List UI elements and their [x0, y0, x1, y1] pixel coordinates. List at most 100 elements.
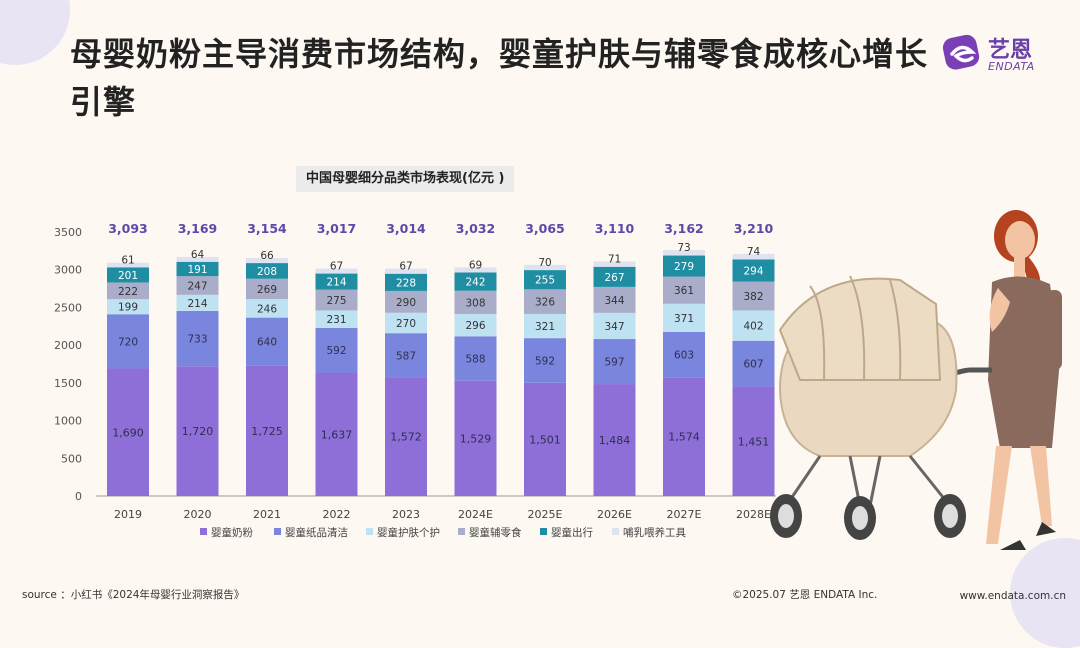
data-label: 74 — [747, 246, 761, 258]
bar-segment — [246, 263, 288, 279]
total-label: 3,110 — [595, 221, 635, 236]
data-label: 1,725 — [251, 425, 283, 438]
total-label: 3,032 — [456, 221, 496, 236]
data-label: 267 — [604, 272, 624, 284]
data-label: 321 — [535, 321, 555, 333]
data-label: 720 — [118, 336, 138, 348]
data-label: 1,574 — [668, 431, 700, 444]
mother-with-stroller-illustration — [770, 210, 1062, 550]
data-label: 279 — [674, 261, 694, 273]
bar-segment — [593, 339, 636, 385]
bar-segment — [524, 270, 566, 290]
data-label: 1,451 — [738, 435, 770, 448]
endata-logo-icon — [942, 34, 980, 70]
data-label: 70 — [538, 257, 551, 269]
data-label: 191 — [187, 264, 207, 276]
data-label: 228 — [396, 277, 416, 289]
data-label: 382 — [743, 291, 763, 303]
legend-label: 婴童辅零食 — [469, 526, 522, 539]
bar-segment — [246, 317, 288, 366]
data-label: 1,720 — [182, 425, 214, 438]
bar-segment — [176, 294, 219, 311]
legend-swatch — [458, 528, 465, 535]
bar-segment — [732, 340, 775, 387]
data-label: 597 — [604, 357, 624, 369]
bar-segment — [176, 366, 219, 496]
endata-logo: 艺恩 ENDATA — [940, 30, 1060, 78]
x-tick-label: 2027E — [667, 508, 702, 521]
logo-text-en: ENDATA — [988, 60, 1035, 73]
bar-segment — [454, 267, 497, 273]
bar-segment — [524, 338, 566, 383]
data-label: 208 — [257, 266, 277, 278]
data-label: 326 — [535, 297, 555, 309]
data-label: 222 — [118, 286, 138, 298]
data-label: 67 — [330, 261, 343, 273]
total-label: 3,210 — [734, 221, 774, 236]
legend-label: 婴童奶粉 — [211, 526, 253, 539]
data-label: 270 — [396, 318, 416, 330]
data-label: 67 — [399, 261, 412, 273]
bar-segment — [176, 256, 219, 262]
bar-segment — [732, 310, 775, 341]
legend-swatch — [540, 528, 547, 535]
data-label: 71 — [608, 253, 621, 265]
data-label: 603 — [674, 350, 694, 362]
bar-segment — [663, 377, 705, 496]
bar-segment — [107, 368, 149, 496]
data-label: 592 — [326, 345, 346, 357]
data-label: 308 — [465, 297, 485, 309]
decorative-circle-top-left — [0, 0, 70, 65]
data-label: 214 — [187, 298, 207, 310]
data-label: 344 — [604, 295, 624, 307]
legend-label: 婴童纸品清洁 — [285, 526, 348, 539]
data-label: 402 — [743, 321, 763, 333]
bar-segment — [107, 314, 149, 369]
logo-text-cn: 艺恩 — [988, 38, 1033, 63]
x-tick-label: 2019 — [114, 508, 142, 521]
total-label: 3,093 — [108, 221, 148, 236]
data-label: 69 — [469, 259, 482, 271]
bar-segment — [315, 310, 358, 328]
y-tick-label: 2500 — [54, 301, 82, 314]
bar-segment — [385, 290, 427, 313]
data-label: 201 — [118, 270, 138, 282]
total-label: 3,065 — [525, 221, 565, 236]
data-label: 61 — [121, 255, 134, 267]
x-tick-label: 2026E — [597, 508, 632, 521]
bar-segment — [385, 273, 427, 291]
bar-segment — [524, 382, 566, 496]
bar-segment — [315, 268, 358, 274]
bar-segment — [663, 250, 705, 256]
x-tick-label: 2025E — [528, 508, 563, 521]
data-label: 290 — [396, 297, 416, 309]
data-label: 592 — [535, 355, 555, 367]
bar-segment — [315, 372, 358, 496]
bar-segment — [732, 253, 775, 260]
x-tick-label: 2023 — [392, 508, 420, 521]
data-label: 607 — [743, 359, 763, 371]
bar-segment — [663, 276, 705, 304]
page-title: 母婴奶粉主导消费市场结构，婴童护肤与辅零食成核心增长引擎 — [70, 35, 929, 121]
data-label: 255 — [535, 275, 555, 287]
x-tick-label: 2028E — [736, 508, 771, 521]
data-label: 199 — [118, 302, 138, 314]
bar-segment — [732, 386, 775, 496]
y-tick-label: 3000 — [54, 264, 82, 277]
bar-segment — [454, 380, 497, 496]
data-label: 247 — [187, 281, 207, 293]
bar-segment — [385, 268, 427, 274]
bar-segment — [107, 299, 149, 315]
data-label: 1,501 — [529, 433, 561, 446]
data-label: 66 — [260, 250, 274, 262]
bar-segment — [663, 303, 705, 332]
bar-segment — [593, 261, 636, 267]
data-label: 231 — [326, 314, 346, 326]
bar-segment — [524, 313, 566, 339]
data-label: 588 — [465, 353, 485, 365]
y-tick-label: 1000 — [54, 415, 82, 428]
y-tick-label: 1500 — [54, 377, 82, 390]
data-label: 1,572 — [390, 431, 422, 444]
total-label: 3,162 — [664, 221, 704, 236]
bar-segment — [246, 299, 288, 318]
